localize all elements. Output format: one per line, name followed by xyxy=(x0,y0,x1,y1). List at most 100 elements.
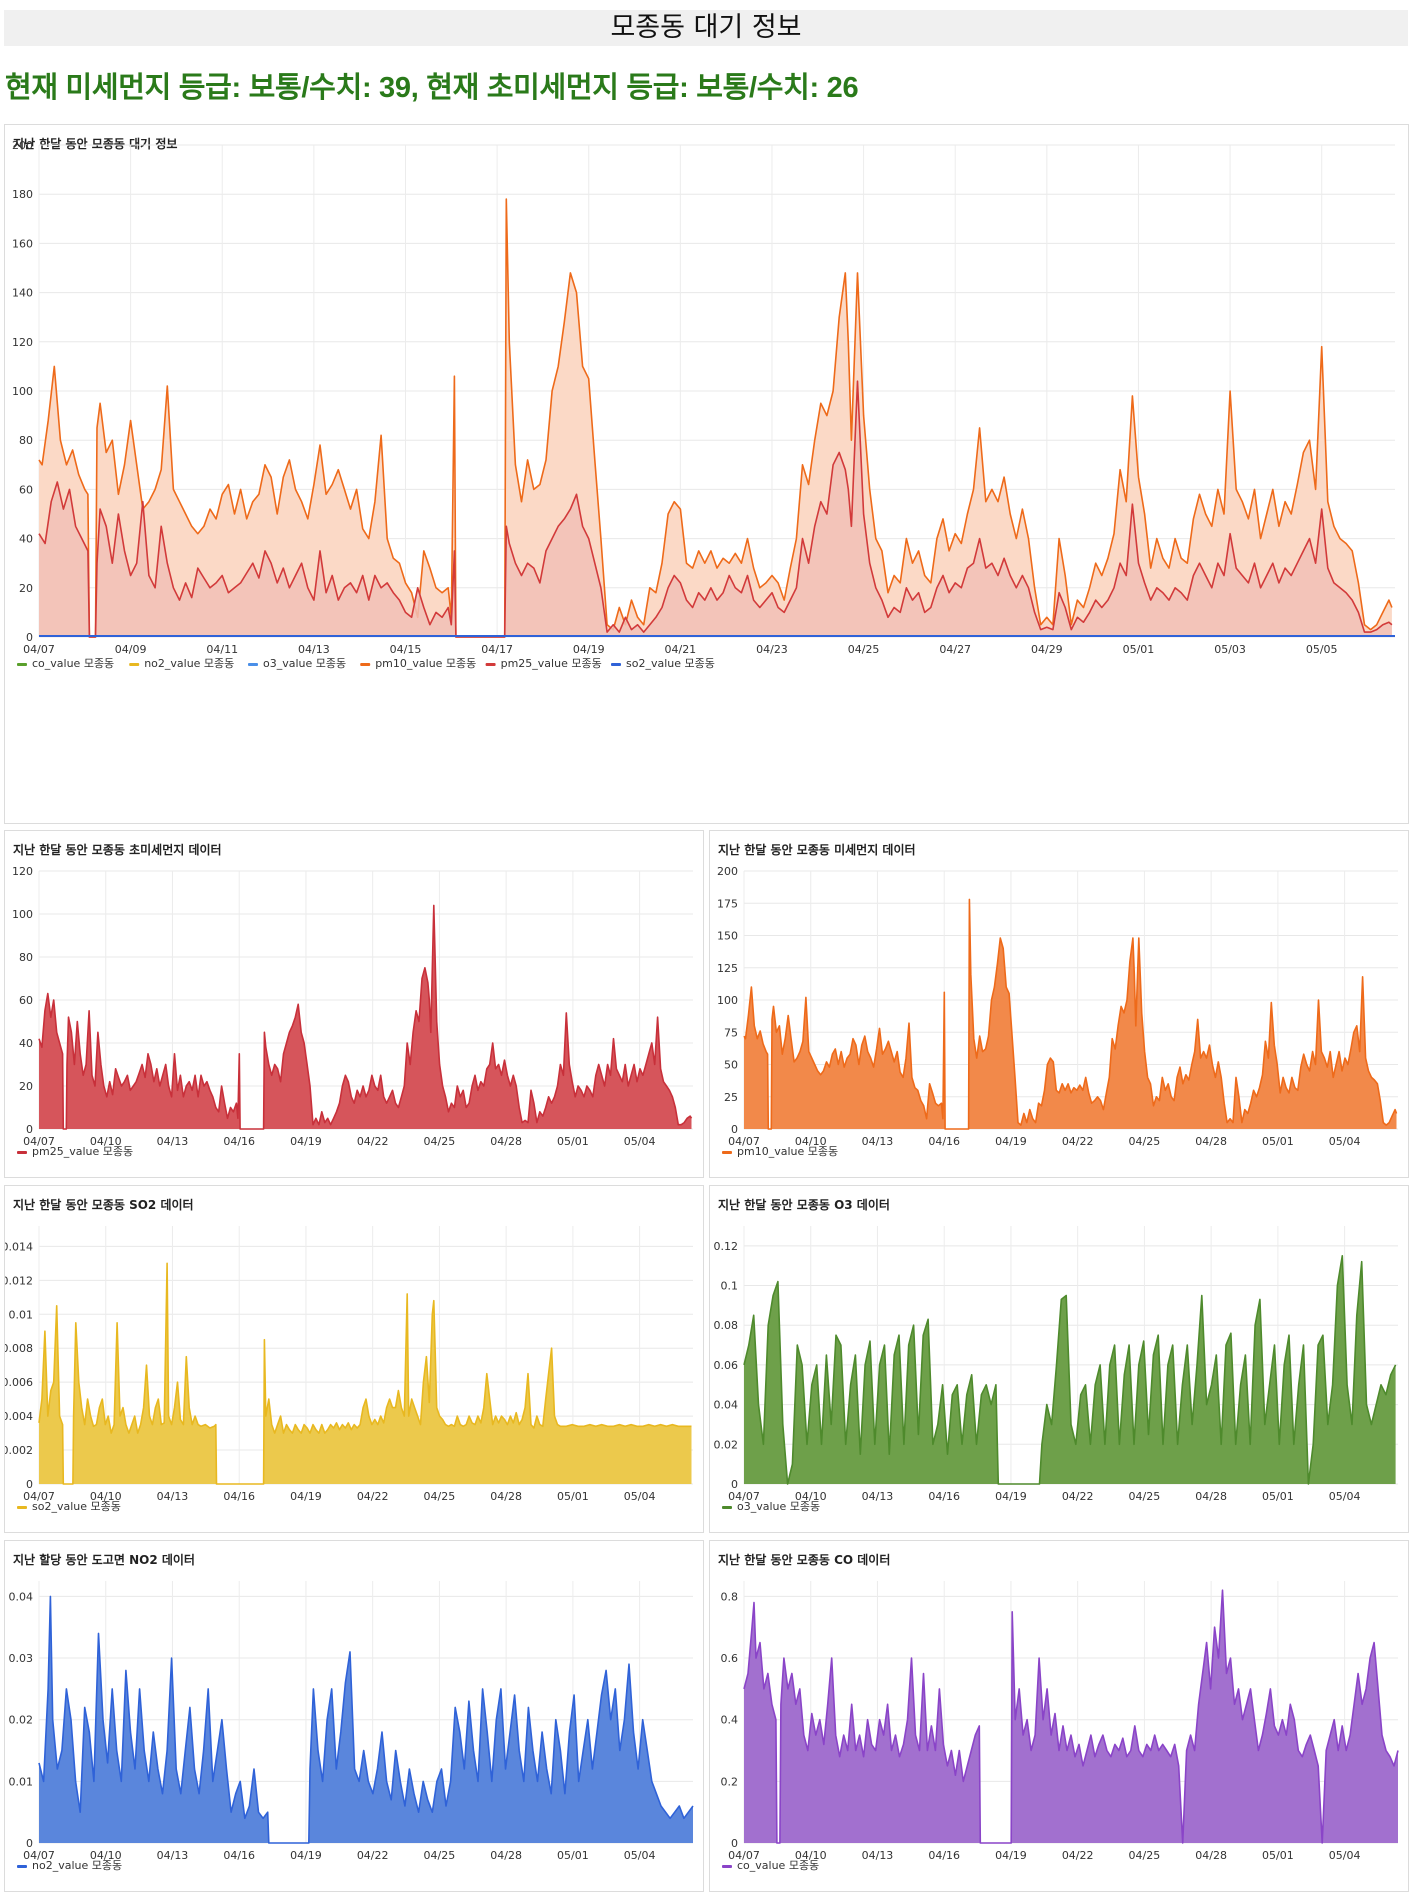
x-tick-label: 05/01 xyxy=(557,1135,589,1148)
no2-chart: 0 0.01 0.02 0.03 0.04 04/07 04/10 04/13 04/16 04/… xyxy=(9,1581,694,1872)
legend-swatch xyxy=(611,663,621,666)
x-tick-label: 05/01 xyxy=(1123,643,1155,656)
x-tick-label: 04/07 xyxy=(23,1135,55,1148)
y-tick-label: 80 xyxy=(19,951,33,964)
main-chart: 0 20 40 60 80 100 120 140 160 180 200 04/07 04/09 04/… xyxy=(12,139,1395,670)
series-area xyxy=(39,1596,693,1843)
x-tick-label: 05/04 xyxy=(1329,1849,1361,1862)
y-tick-label: 50 xyxy=(724,1059,738,1072)
so2-chart-title: 지난 한달 동안 모종동 SO2 데이터 xyxy=(13,1198,194,1212)
legend-entry: pm25_value 모종동 xyxy=(32,1145,133,1158)
y-tick-label: 0.06 xyxy=(714,1359,739,1372)
y-tick-label: 0.04 xyxy=(9,1590,34,1603)
legend-swatch xyxy=(722,1865,732,1868)
no2-chart-panel: 지난 할당 동안 도고면 NO2 데이터 0 0.01 0.02 0.03 0.04 04… xyxy=(4,1540,704,1892)
legend-swatch xyxy=(360,663,371,666)
x-tick-label: 04/22 xyxy=(1062,1849,1094,1862)
y-tick-label: 0.12 xyxy=(714,1240,739,1253)
legend-swatch xyxy=(722,1506,732,1509)
y-tick-label: 0.6 xyxy=(721,1652,739,1665)
x-tick-label: 04/28 xyxy=(490,1135,522,1148)
x-tick-label: 04/19 xyxy=(290,1135,322,1148)
x-tick-label: 04/19 xyxy=(995,1849,1027,1862)
x-tick-label: 04/28 xyxy=(1195,1490,1227,1503)
legend-swatch xyxy=(17,1506,27,1509)
x-tick-label: 04/28 xyxy=(1195,1849,1227,1862)
y-tick-label: 200 xyxy=(12,139,33,152)
pm25-chart-title: 지난 한달 동안 모종동 초미세먼지 데이터 xyxy=(13,843,222,857)
y-tick-label: 100 xyxy=(717,994,738,1007)
x-tick-label: 04/22 xyxy=(357,1849,389,1862)
x-tick-label: 04/07 xyxy=(728,1490,760,1503)
x-tick-label: 05/03 xyxy=(1214,643,1246,656)
series-line xyxy=(38,380,1393,638)
series-line xyxy=(38,904,693,1130)
series-line xyxy=(38,1262,692,1485)
x-tick-label: 04/10 xyxy=(90,1135,122,1148)
x-tick-label: 04/25 xyxy=(1129,1849,1161,1862)
legend-entry: pm10_value 모종동 xyxy=(375,657,476,670)
x-tick-label: 05/01 xyxy=(1262,1849,1294,1862)
legend-entry: o3_value 모종동 xyxy=(263,657,346,670)
y-tick-label: 0.004 xyxy=(5,1410,33,1423)
x-tick-label: 04/25 xyxy=(424,1490,456,1503)
pm10-chart-title: 지난 한달 동안 모종동 미세먼지 데이터 xyxy=(718,843,916,857)
x-tick-label: 04/16 xyxy=(928,1490,960,1503)
y-tick-label: 175 xyxy=(717,897,738,910)
y-tick-label: 150 xyxy=(717,930,738,943)
y-tick-label: 200 xyxy=(717,865,738,878)
x-tick-label: 05/04 xyxy=(624,1135,656,1148)
x-tick-label: 04/13 xyxy=(862,1135,894,1148)
y-tick-label: 0.04 xyxy=(714,1399,739,1412)
legend-entry: o3_value 모종동 xyxy=(737,1500,820,1513)
y-tick-label: 0.002 xyxy=(5,1444,33,1457)
y-tick-label: 40 xyxy=(19,533,33,546)
co-chart: 0 0.2 0.4 0.6 0.8 04/07 04/10 04/13 04/16 04/19 04… xyxy=(721,1581,1399,1872)
page-title: 모종동 대기 정보 xyxy=(4,10,1408,46)
x-tick-label: 04/22 xyxy=(1062,1135,1094,1148)
pm25-chart: 0 20 40 60 80 100 120 04/07 04/10 04/13 04/16 04/19… xyxy=(12,865,693,1158)
x-tick-label: 04/07 xyxy=(23,1849,55,1862)
x-tick-label: 04/25 xyxy=(1129,1490,1161,1503)
series-area xyxy=(744,1255,1396,1484)
x-tick-label: 04/17 xyxy=(481,643,513,656)
x-tick-label: 04/27 xyxy=(939,643,971,656)
series-line xyxy=(38,198,1393,638)
x-tick-label: 04/16 xyxy=(223,1849,255,1862)
x-tick-label: 04/19 xyxy=(290,1490,322,1503)
y-tick-label: 0.01 xyxy=(9,1308,34,1321)
x-tick-label: 04/16 xyxy=(928,1849,960,1862)
x-tick-label: 04/07 xyxy=(23,1490,55,1503)
legend-swatch xyxy=(17,663,27,666)
y-tick-label: 180 xyxy=(12,188,33,201)
x-tick-label: 04/16 xyxy=(928,1135,960,1148)
series-area xyxy=(39,1263,692,1484)
y-tick-label: 0.006 xyxy=(5,1376,33,1389)
x-tick-label: 04/15 xyxy=(390,643,422,656)
o3-chart-title: 지난 한달 동안 모종동 O3 데이터 xyxy=(718,1198,890,1212)
y-tick-label: 0 xyxy=(731,1123,738,1136)
y-tick-label: 0.2 xyxy=(721,1775,739,1788)
y-tick-label: 100 xyxy=(12,385,33,398)
co-chart-panel: 지난 한달 동안 모종동 CO 데이터 0 0.2 0.4 0.6 0.8 04/07 04… xyxy=(709,1540,1409,1892)
y-tick-label: 0.4 xyxy=(721,1714,739,1727)
x-tick-label: 04/28 xyxy=(490,1490,522,1503)
x-tick-label: 04/23 xyxy=(756,643,788,656)
series-line xyxy=(743,1589,1399,1844)
y-tick-label: 0.1 xyxy=(721,1280,739,1293)
x-tick-label: 04/19 xyxy=(995,1135,1027,1148)
legend-swatch xyxy=(722,1151,732,1154)
x-tick-label: 04/13 xyxy=(862,1490,894,1503)
x-tick-label: 04/22 xyxy=(357,1490,389,1503)
x-tick-label: 05/01 xyxy=(1262,1490,1294,1503)
series-area xyxy=(744,1590,1398,1843)
y-tick-label: 60 xyxy=(19,994,33,1007)
x-tick-label: 04/13 xyxy=(298,643,330,656)
y-tick-label: 0 xyxy=(26,1478,33,1491)
x-tick-label: 04/19 xyxy=(573,643,605,656)
no2-chart-title: 지난 할당 동안 도고면 NO2 데이터 xyxy=(13,1553,195,1567)
x-tick-label: 04/19 xyxy=(290,1849,322,1862)
y-tick-label: 0 xyxy=(26,631,33,644)
series-line xyxy=(38,1595,694,1844)
y-tick-label: 100 xyxy=(12,908,33,921)
